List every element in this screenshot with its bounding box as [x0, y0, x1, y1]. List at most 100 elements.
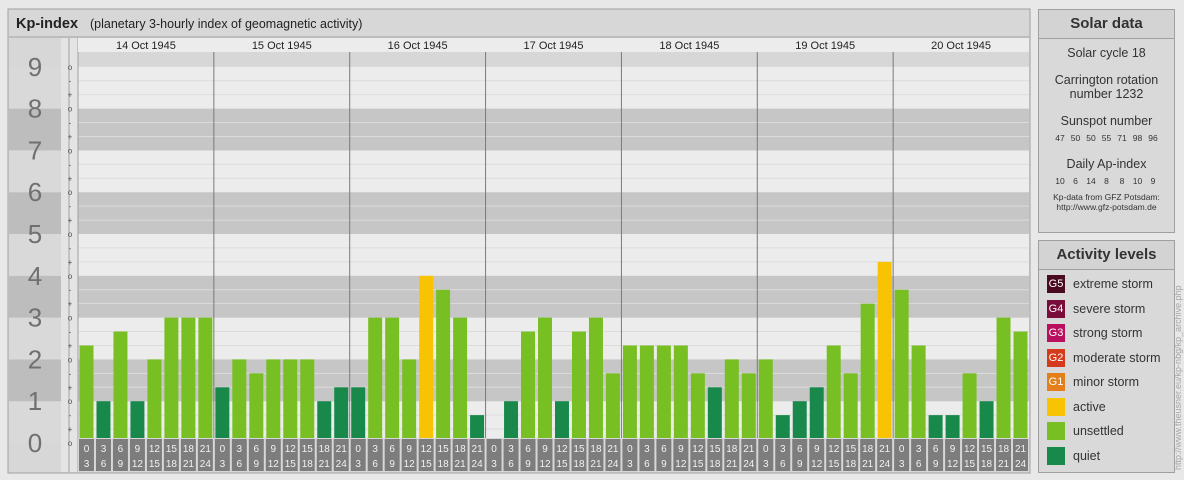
- interval-start-label: 18: [183, 444, 195, 455]
- kp-bar: [639, 345, 654, 443]
- interval-cell: [282, 439, 298, 471]
- y-axis: 0 1 2 3 4 5 6 7 8 9: [28, 52, 42, 458]
- ap-value: 10: [1132, 176, 1143, 186]
- interval-cell: [350, 439, 366, 471]
- minor-tick-minus: -: [69, 286, 72, 295]
- interval-cell: [537, 439, 553, 471]
- kp-bar: [555, 401, 569, 443]
- sunspot-title: Sunspot number: [1060, 114, 1153, 128]
- interval-end-label: 15: [149, 459, 161, 470]
- interval-start-label: 9: [271, 444, 277, 455]
- interval-end-label: 21: [862, 459, 874, 470]
- interval-end-label: 21: [998, 459, 1010, 470]
- interval-start-label: 18: [726, 444, 738, 455]
- sunspot-numbers: 47 50 50 55 71 98 96: [1039, 133, 1174, 143]
- ap-numbers: 10 6 14 8 8 10 9: [1039, 176, 1174, 186]
- interval-cell: [112, 439, 128, 471]
- interval-cell: [758, 439, 774, 471]
- kp-bar: [334, 387, 349, 443]
- kp-bar: [860, 303, 875, 443]
- kp-bar: [758, 359, 773, 443]
- kp-bar: [538, 317, 552, 443]
- interval-cell: [95, 439, 111, 471]
- interval-start-label: 0: [220, 444, 226, 455]
- minor-tick-o: o: [68, 272, 73, 281]
- carrington-line-1: Carrington rotation: [1054, 73, 1159, 87]
- legend-label: moderate storm: [1073, 350, 1161, 365]
- interval-start-label: 12: [285, 444, 297, 455]
- y-tick-label: 1: [28, 386, 42, 416]
- interval-end-label: 3: [899, 459, 905, 470]
- interval-end-label: 6: [916, 459, 922, 470]
- minor-tick-minus: -: [69, 160, 72, 169]
- sunspot-value: 98: [1132, 133, 1143, 143]
- y-tick-label: 0: [28, 428, 42, 458]
- day-labels: 14 Oct 1945 15 Oct 1945 16 Oct 1945 17 Oct …: [78, 38, 1029, 52]
- interval-start-label: 0: [763, 444, 769, 455]
- y-tick-label: 9: [28, 52, 42, 82]
- minor-tick-o: o: [68, 397, 73, 406]
- legend-label: quiet: [1073, 448, 1101, 463]
- interval-start-label: 3: [372, 444, 378, 455]
- interval-start-label: 15: [573, 444, 585, 455]
- sunspot-value: 50: [1070, 133, 1081, 143]
- interval-start-label: 9: [950, 444, 956, 455]
- kp-bar: [181, 317, 196, 443]
- interval-start-label: 3: [780, 444, 786, 455]
- interval-end-label: 6: [780, 459, 786, 470]
- interval-end-label: 3: [84, 459, 90, 470]
- interval-cell: [809, 439, 825, 471]
- kp-bar: [215, 387, 230, 443]
- credit-line-2: http://www.gfz-potsdam.de: [1056, 202, 1157, 212]
- interval-start-label: 6: [389, 444, 395, 455]
- interval-end-label: 12: [539, 459, 551, 470]
- minor-tick-plus: +: [68, 216, 73, 225]
- kp-bar: [147, 359, 162, 443]
- legend-row-quiet: quiet: [1039, 444, 1174, 469]
- bars: [79, 261, 1028, 443]
- interval-cell: [843, 439, 859, 471]
- kp-bar: [996, 317, 1011, 443]
- credit-line-1: Kp-data from GFZ Potsdam:: [1053, 192, 1160, 202]
- kp-bar: [249, 373, 264, 443]
- interval-cell: [622, 439, 638, 471]
- kp-bar: [521, 331, 536, 443]
- interval-end-label: 3: [763, 459, 769, 470]
- kp-bar: [317, 401, 332, 443]
- kp-bar: [962, 373, 977, 443]
- kp-bar: [843, 373, 858, 443]
- interval-end-label: 18: [573, 459, 585, 470]
- interval-cell: [826, 439, 842, 471]
- interval-cell: [367, 439, 383, 471]
- interval-end-label: 12: [268, 459, 280, 470]
- solar-data-title: Solar data: [1039, 10, 1174, 39]
- interval-cell: [197, 439, 213, 471]
- kp-bar: [724, 359, 739, 443]
- interval-start-label: 9: [135, 444, 141, 455]
- source-url: http://www.theusner.eu/kp-nbg/kp_archive…: [1173, 285, 1183, 470]
- interval-end-label: 12: [811, 459, 823, 470]
- interval-end-label: 18: [166, 459, 178, 470]
- interval-end-label: 9: [118, 459, 124, 470]
- kp-bar: [453, 317, 468, 443]
- interval-start-label: 6: [254, 444, 260, 455]
- interval-cell: [180, 439, 196, 471]
- interval-end-label: 21: [319, 459, 331, 470]
- interval-cell: [1013, 439, 1028, 471]
- interval-end-label: 12: [947, 459, 959, 470]
- day-label: 14 Oct 1945: [116, 40, 176, 52]
- interval-cell: [486, 439, 502, 471]
- sunspot-value: 50: [1086, 133, 1096, 143]
- interval-end-label: 24: [200, 459, 212, 470]
- minor-tick-labels: o + o + - o + - o + - o + - o + - o + - o + - o + - o -: [68, 63, 73, 448]
- kp-bar: [96, 401, 111, 443]
- interval-cell: [469, 439, 485, 471]
- interval-start-label: 18: [862, 444, 874, 455]
- interval-start-label: 21: [743, 444, 755, 455]
- minor-tick-plus: +: [68, 300, 73, 309]
- interval-start-label: 0: [627, 444, 633, 455]
- interval-end-label: 24: [1015, 459, 1027, 470]
- interval-cell: [520, 439, 536, 471]
- interval-start-label: 21: [200, 444, 212, 455]
- y-tick-label: 5: [28, 219, 42, 249]
